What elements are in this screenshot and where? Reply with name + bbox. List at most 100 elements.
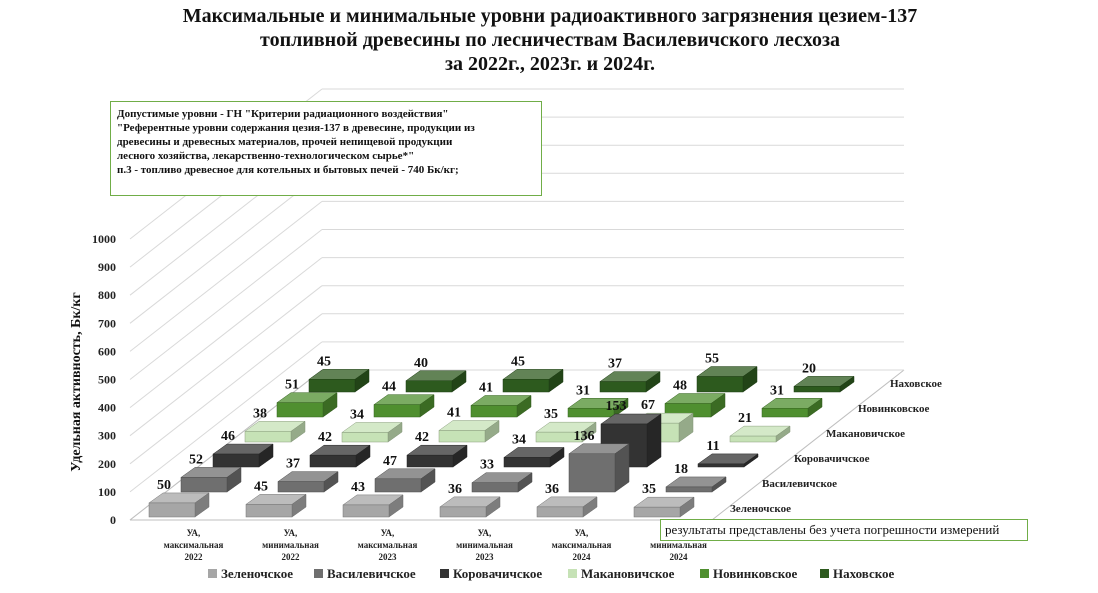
y-tick-label: 300 [98,429,116,443]
bar [599,371,661,393]
data-label: 52 [189,452,203,467]
bar [277,471,339,493]
data-label: 45 [254,479,268,494]
data-label: 35 [544,407,558,422]
bar [470,394,532,418]
bar-front [438,430,486,443]
data-label: 48 [673,379,687,394]
gridline [129,229,323,380]
bar [148,492,210,518]
category-label: максимальная [552,540,612,550]
data-label: 20 [802,361,816,376]
bar-front [341,432,389,443]
legend-label: Василевичское [327,566,416,581]
bar-front [793,386,841,393]
category-label: УА, [381,528,395,538]
data-label: 43 [351,480,365,495]
bar [180,466,242,493]
bar-front [503,457,551,468]
bar [633,496,695,518]
legend-swatch [568,569,577,578]
bar [697,453,759,468]
depth-label: Наховское [890,378,942,390]
bar-front [633,506,681,518]
legend-label: Зеленочское [221,566,293,581]
bar [276,392,338,418]
legend-swatch [208,569,217,578]
bar-front [212,453,260,468]
category-label: УА, [187,528,201,538]
bar-front [308,379,356,393]
bar-front [405,380,453,393]
bar-front [502,379,550,393]
data-label: 36 [545,482,559,497]
data-label: 37 [286,457,300,472]
data-label: 51 [285,378,299,393]
data-label: 21 [738,411,752,426]
data-label: 46 [221,429,235,444]
bar-front [696,376,744,393]
bar [536,496,598,518]
category-label: 2024 [573,552,592,562]
note-line: Допустимые уровни - ГН "Критерии радиаци… [117,108,449,120]
data-label: 41 [479,380,493,395]
depth-label: Василевичское [762,478,837,490]
category-label: УА, [284,528,298,538]
depth-label: Коровачичское [794,453,870,465]
bar-front [276,402,324,418]
bar [568,443,630,493]
category-label: УА, [478,528,492,538]
data-label: 38 [253,406,267,421]
category-label: минимальная [262,540,319,550]
y-tick-label: 100 [98,485,116,499]
bar-front [244,431,292,443]
bar-front [277,481,325,493]
measurement-footnote: результаты представлены без учета погреш… [660,519,1028,541]
bar [438,419,500,443]
gridline [129,341,323,493]
bar [439,496,501,518]
y-tick-label: 200 [98,457,116,471]
bar [503,446,565,468]
gridline [129,172,323,324]
category-label: минимальная [456,540,513,550]
data-labels: 45 40 45 37 55 20 51 44 41 31 48 31 38 34 41 35 67 21 46 42… [157,352,816,498]
depth-label: Новинковское [858,403,929,415]
data-label: 153 [606,399,627,414]
chart-title-line: топливной древесины по лесничествам Васи… [260,29,840,51]
bar-front [148,502,196,518]
bar [405,370,467,393]
bar-front [567,408,615,418]
bar [729,425,791,443]
category-label: 2023 [379,552,398,562]
data-label: 41 [447,405,461,420]
legend-label: Макановичское [581,566,675,581]
data-label: 31 [770,383,784,398]
bar-front [439,506,487,518]
bar [761,397,823,418]
legend-label: Наховское [833,566,895,581]
data-label: 33 [480,458,494,473]
data-label: 11 [706,439,719,454]
bar [309,444,371,468]
bar-front [599,381,647,393]
bar-front [535,431,583,443]
data-label: 47 [383,454,397,469]
y-tick-label: 0 [110,513,116,527]
legend-label: Коровачичское [453,566,542,581]
note-line: лесного хозяйства, лекарственно-технолог… [117,150,415,162]
data-label: 55 [705,352,719,367]
data-label: 136 [574,429,595,444]
legend-label: Новинковское [713,566,798,581]
category-label: 2023 [476,552,495,562]
bar [664,393,726,418]
bar-front [729,435,777,443]
bar-front [374,478,422,493]
category-label: максимальная [358,540,418,550]
data-label: 45 [317,354,331,369]
bar [374,468,436,493]
data-label: 34 [350,407,364,422]
data-label: 45 [511,354,525,369]
bar [567,397,629,418]
bar [373,394,435,418]
